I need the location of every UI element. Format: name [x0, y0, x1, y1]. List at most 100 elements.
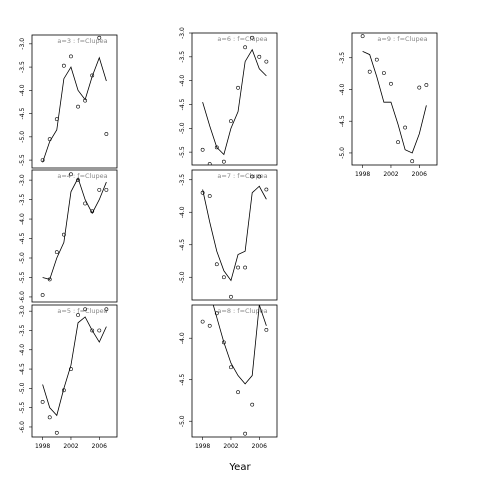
observed-point: [40, 399, 45, 404]
observed-point: [61, 232, 66, 237]
strip-title: a=6 : f=Clupea: [217, 35, 267, 43]
y-tick-label: -3.0: [19, 305, 26, 317]
observed-point: [97, 187, 102, 192]
observed-point: [396, 140, 400, 145]
strip-title: a=3 : f=Clupea: [57, 37, 107, 45]
observed-point: [264, 59, 269, 64]
strip-title: a=7 : f=Clupea: [217, 172, 267, 180]
x-tick-label: 2006: [92, 443, 107, 450]
panel: a=3 : f=Clupea -3.0 -3.5 -4.0 -4.5 -5.0 -5.5: [19, 34, 118, 169]
y-tick-label: -5.0: [179, 122, 186, 134]
observed-point: [214, 145, 219, 150]
observed-point: [104, 187, 109, 192]
observed-point: [90, 73, 95, 78]
y-tick-label: -5.0: [179, 271, 186, 283]
fitted-line: [202, 48, 267, 156]
fitted-line: [202, 185, 267, 282]
y-tick-label: -6.0: [19, 291, 26, 303]
fitted-line: [362, 51, 427, 154]
panel-frame: [191, 304, 278, 438]
y-tick-label: -5.0: [339, 147, 346, 159]
observed-point: [243, 431, 248, 436]
observed-point: [40, 158, 45, 162]
observed-point: [250, 174, 255, 179]
panel-frame: [351, 32, 438, 166]
observed-point: [54, 250, 59, 255]
observed-point: [69, 367, 73, 371]
observed-point: [83, 307, 88, 312]
panel: a=5 : f=Clupea -3.0 -3.5 -4.0 -4.5 -5.0 -5.5 -6…: [19, 304, 118, 450]
y-tick-label: -4.5: [179, 374, 186, 386]
observed-point: [104, 307, 109, 312]
y-tick-label: -4.5: [179, 98, 186, 110]
y-tick-label: -4.5: [19, 233, 26, 245]
observed-point: [207, 194, 212, 198]
observed-point: [424, 83, 429, 87]
y-tick-label: -4.5: [19, 363, 26, 375]
y-tick-label: -4.0: [179, 75, 186, 87]
panel-frame: [191, 169, 278, 301]
observed-point: [47, 137, 52, 142]
y-tick-label: -4.5: [339, 115, 346, 127]
panel: a=4 : f=Clupea -3.0 -3.5 -4.0 -4.5 -5.0 -5.5 -6…: [19, 169, 118, 303]
observed-point: [61, 63, 66, 68]
observed-point: [54, 117, 59, 122]
observed-point: [69, 172, 73, 177]
y-tick-label: -4.5: [19, 108, 26, 120]
x-tick-label: 2002: [383, 171, 398, 178]
x-tick-label: 1998: [35, 443, 50, 450]
observed-point: [236, 265, 240, 270]
observed-point: [236, 390, 240, 395]
fitted-line: [42, 56, 107, 163]
x-tick-label: 1998: [195, 443, 210, 450]
x-tick-label: 2006: [412, 171, 427, 178]
y-tick-label: -4.0: [179, 332, 186, 344]
observed-point: [97, 35, 102, 40]
y-tick-label: -5.0: [19, 252, 26, 264]
fitted-line: [42, 177, 107, 280]
y-tick-label: -3.5: [339, 52, 346, 64]
observed-point: [389, 81, 393, 86]
y-tick-label: -3.5: [179, 174, 186, 186]
observed-point: [221, 340, 226, 345]
observed-point: [69, 54, 73, 59]
observed-point: [214, 311, 219, 316]
observed-point: [90, 328, 95, 333]
observed-point: [54, 430, 59, 435]
panel-frame: [31, 34, 118, 169]
fitted-line: [212, 305, 267, 385]
x-tick-label: 1998: [355, 171, 370, 178]
observed-point: [221, 159, 226, 164]
y-tick-label: -4.0: [339, 83, 346, 95]
y-tick-label: -4.5: [179, 239, 186, 251]
observed-point: [229, 294, 233, 299]
panel-frame: [191, 32, 278, 166]
y-tick-label: -5.0: [19, 382, 26, 394]
y-tick-label: -5.5: [19, 154, 26, 166]
y-tick-label: -6.0: [19, 421, 26, 433]
strip-title: a=8 : f=Clupea: [217, 307, 267, 315]
y-tick-label: -5.0: [19, 131, 26, 143]
observed-point: [229, 119, 233, 124]
observed-point: [40, 293, 45, 297]
observed-point: [360, 34, 365, 39]
x-tick-label: 2002: [63, 443, 78, 450]
panel-frame: [31, 169, 118, 303]
observed-point: [367, 69, 372, 74]
observed-point: [250, 35, 255, 40]
observed-point: [83, 201, 88, 206]
panel: a=9 : f=Clupea -3.5 -4.0 -4.5 -5.0 1998 2002 20…: [339, 32, 438, 178]
y-tick-label: -4.0: [19, 213, 26, 225]
observed-point: [257, 54, 262, 59]
strip-title: a=9 : f=Clupea: [377, 35, 427, 43]
observed-point: [381, 71, 386, 75]
y-tick-label: -5.5: [19, 271, 26, 283]
y-tick-label: -3.5: [19, 324, 26, 336]
observed-point: [403, 125, 408, 130]
strip-title: a=4 : f=Clupea: [57, 172, 107, 180]
panel: a=7 : f=Clupea -3.5 -4.0 -4.5 -5.0: [179, 169, 278, 301]
observed-point: [83, 98, 88, 103]
panel: a=6 : f=Clupea -3.0 -3.5 -4.0 -4.5 -5.0 -5.5: [179, 27, 278, 166]
